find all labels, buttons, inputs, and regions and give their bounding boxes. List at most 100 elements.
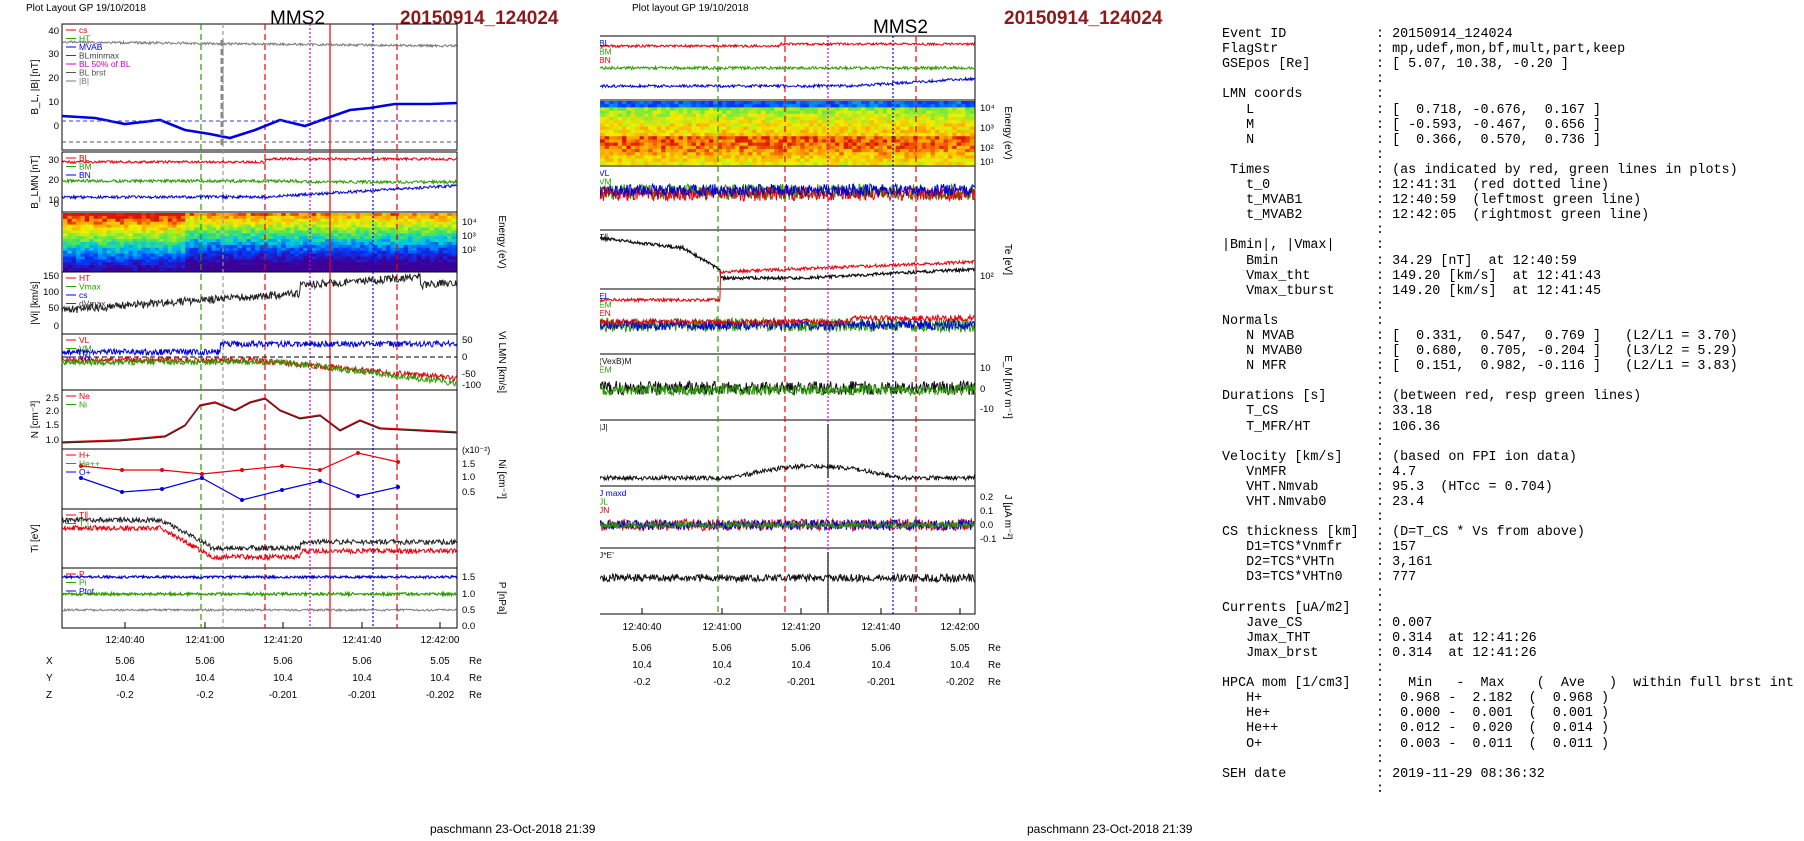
spectrogram-cell [687, 136, 693, 140]
spectrogram-cell [765, 126, 771, 131]
spectrogram-cell [438, 259, 444, 263]
spectrogram-cell [739, 101, 745, 105]
spectrogram-cell [848, 155, 853, 160]
spectrogram-cell [167, 262, 173, 266]
spectrogram-cell [835, 113, 840, 118]
spectrogram-cell [769, 123, 775, 128]
spectrogram-cell [700, 120, 706, 124]
spectrogram-cell [791, 152, 797, 156]
spectrogram-cell [917, 101, 923, 105]
spectrogram-cell [132, 239, 138, 243]
spectrogram-cell [416, 244, 422, 249]
spectrogram-cell [604, 142, 610, 147]
spectrogram-cell [817, 149, 823, 153]
spectrogram-cell [613, 107, 619, 112]
spectrogram-cell [821, 149, 827, 153]
spectrogram-cell [808, 126, 814, 131]
spectrogram-cell [609, 133, 614, 137]
spectrogram-cell [882, 142, 888, 147]
spectrogram-cell [691, 126, 697, 131]
spectrogram-cell [329, 221, 335, 226]
spectrogram-cell [726, 123, 732, 128]
spectrogram-cell [687, 155, 693, 160]
spectrogram-cell [412, 268, 418, 272]
spectrogram-cell [696, 104, 701, 108]
spectrogram-cell [700, 139, 706, 144]
spectrogram-cell [887, 110, 892, 115]
spectrogram-cell [451, 262, 457, 266]
spectrogram-cell [180, 230, 186, 234]
spectrogram-cell [242, 236, 247, 240]
spectrogram-cell [132, 218, 138, 223]
spectrogram-cell [390, 244, 396, 249]
spectrogram-cell [285, 242, 291, 246]
spectrogram-cell [961, 161, 966, 166]
spectrogram-cell [250, 268, 256, 272]
spectrogram-cell [394, 242, 400, 246]
spectrogram-cell [817, 161, 823, 166]
spectrogram-cell [346, 215, 352, 220]
spectrogram-cell [303, 233, 309, 237]
spectrogram-cell [434, 265, 440, 269]
y-tick-label: 150 [43, 271, 59, 282]
spectrogram-cell [904, 104, 910, 108]
y-tick-label: 1.5 [462, 459, 475, 470]
legend-label: EM [600, 365, 612, 375]
spectrogram-cell [669, 110, 675, 115]
spectrogram-cell [124, 250, 130, 255]
spectrogram-cell [233, 233, 239, 237]
legend-label: T∥ [600, 232, 608, 242]
spectrogram-cell [735, 136, 740, 140]
spectrogram-cell [617, 110, 623, 115]
spectrogram-cell [908, 113, 914, 118]
spectrogram-cell [285, 262, 291, 266]
spectrogram-cell [730, 136, 736, 140]
spectrogram-cell [429, 265, 435, 269]
spectrogram-cell [891, 152, 897, 156]
spectrogram-cell [830, 145, 836, 150]
spectrogram-cell [399, 242, 405, 246]
spectrogram-cell [961, 155, 966, 160]
spectrogram-cell [787, 113, 793, 118]
spectrogram-cell [830, 101, 836, 105]
spectrogram-cell [930, 161, 936, 166]
spectrogram-cell [355, 221, 361, 226]
spectrogram-cell [713, 155, 719, 160]
spectrogram-cell [696, 129, 701, 134]
spectrogram-cell [294, 215, 300, 220]
spectrogram-cell [250, 221, 256, 226]
spectrogram-cell [934, 158, 940, 163]
spectrogram-cell [756, 129, 762, 134]
summary-key: O+ [1222, 736, 1263, 752]
spectrogram-cell [869, 155, 875, 160]
spectrogram-cell [373, 250, 378, 255]
spectrogram-cell [338, 224, 344, 229]
spectrogram-cell [604, 155, 610, 160]
spectrogram-cell [835, 117, 840, 121]
spectrogram-cell [600, 155, 606, 160]
summary-value: : [1376, 298, 1385, 314]
spectrogram-cell [338, 215, 344, 220]
spectrogram-cell [294, 233, 300, 237]
spectrogram-cell [128, 230, 134, 234]
spectrogram-cell [434, 256, 440, 260]
spectrogram-cell [778, 101, 784, 105]
spectrogram-cell [84, 230, 90, 234]
summary-key: He++ [1222, 721, 1279, 737]
spectrogram-cell [678, 139, 684, 144]
summary-key: Jmax_THT [1222, 630, 1311, 646]
spectrogram-cell [124, 256, 130, 260]
spectrogram-cell [622, 145, 627, 150]
spectrogram-cell [630, 129, 636, 134]
spectrogram-cell [665, 113, 671, 118]
spectrogram-cell [224, 244, 230, 249]
spectrogram-cell [848, 139, 853, 144]
spectrogram-cell [255, 244, 261, 249]
spectrogram-cell [700, 107, 706, 112]
spectrogram-cell [656, 113, 662, 118]
spectrogram-cell [390, 256, 396, 260]
spectrogram-cell [908, 104, 914, 108]
marker-h-plus [240, 468, 244, 472]
summary-line: D3=TCS*VHTn0: 777 [1222, 570, 1797, 585]
